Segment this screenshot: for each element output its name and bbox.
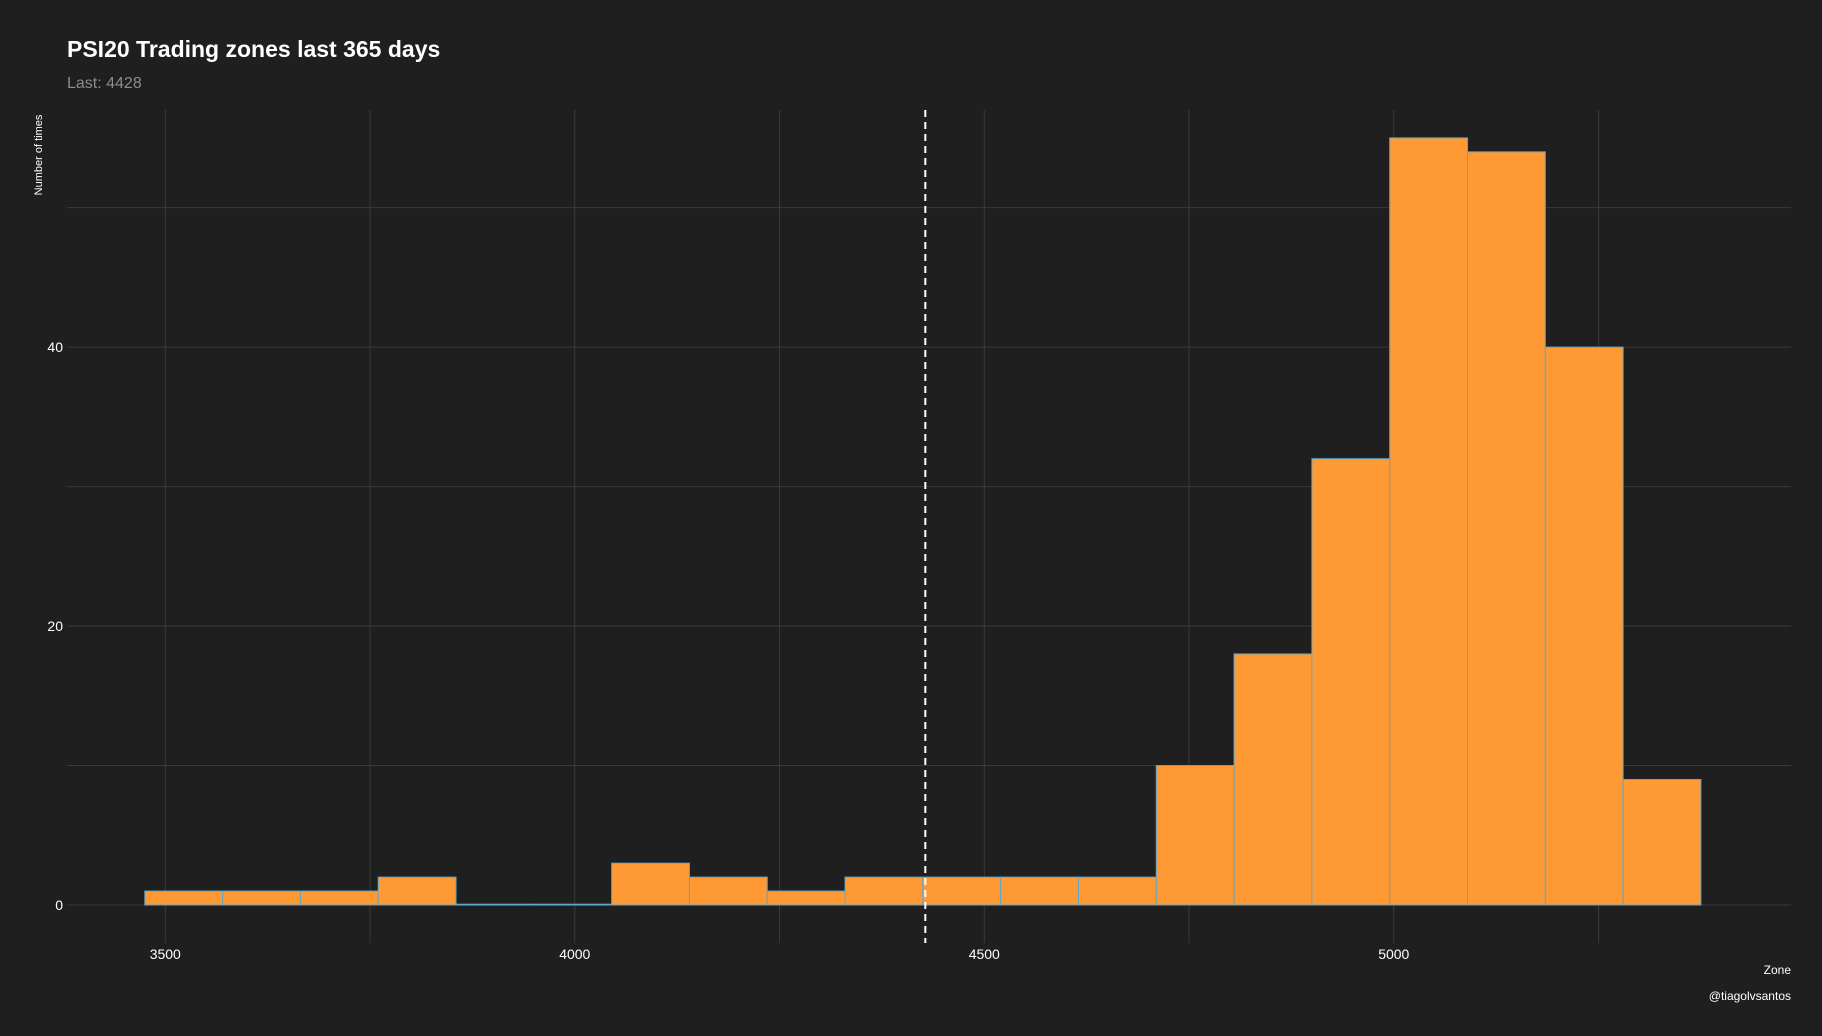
histogram-bar [1311,458,1391,906]
chart-title: PSI20 Trading zones last 365 days [67,36,441,62]
x-tick-label: 3500 [150,946,181,962]
histogram-bar [1155,765,1235,906]
histogram-bar [1466,151,1546,906]
histogram-bar [299,890,379,906]
histogram-bar [688,876,768,906]
y-tick-label: 0 [55,897,63,913]
x-tick-label: 4500 [969,946,1000,962]
chart-subtitle: Last: 4428 [67,75,142,92]
histogram-bar [1077,876,1157,906]
histogram-bar [1544,346,1624,906]
ticks-layer: 0 20 40 3500 4000 4500 5000 [47,339,1409,962]
y-tick-label: 40 [47,339,63,355]
y-axis-label: Number of times [33,114,45,195]
caption: @tiagolvsantos [1709,989,1791,1003]
histogram-bar [1622,778,1702,906]
histogram-bar [144,890,224,906]
histogram-bar [455,903,535,906]
histogram-bar [377,876,457,906]
histogram-bar [533,903,613,906]
histogram-bar [611,862,690,906]
bars-layer [144,137,1702,906]
x-tick-label: 4000 [559,946,590,962]
histogram-bar [844,876,924,906]
x-axis-label: Zone [1764,963,1792,977]
histogram-bar [222,890,301,906]
histogram-bar [1389,137,1468,906]
histogram-bar [922,876,1002,906]
histogram-bar [1233,653,1313,906]
y-tick-label: 20 [47,618,63,634]
histogram-bar [1000,876,1079,906]
histogram-bar [766,890,846,906]
x-tick-label: 5000 [1378,946,1409,962]
